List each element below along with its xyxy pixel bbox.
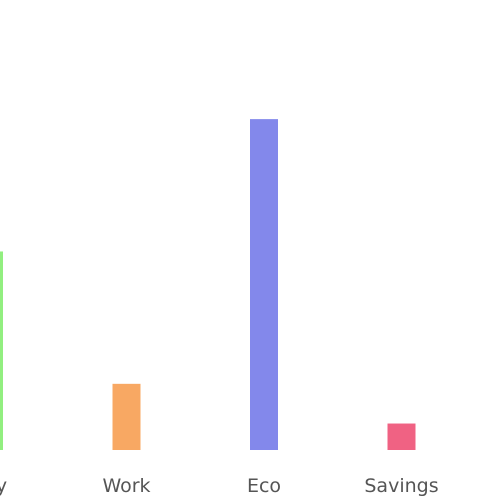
x-tick-label-eco: Eco xyxy=(247,475,281,497)
bar-eco xyxy=(250,119,278,450)
x-tick-label-buy: Buy xyxy=(0,475,7,497)
bar-buy xyxy=(0,251,3,450)
bar-savings xyxy=(387,423,416,450)
bar-work xyxy=(112,383,141,450)
x-tick-label-work: Work xyxy=(102,475,150,497)
x-tick-label-savings: Savings xyxy=(364,475,438,497)
x-tick-labels: Buy Work Eco Savings xyxy=(0,475,439,497)
bars-group xyxy=(0,119,416,450)
